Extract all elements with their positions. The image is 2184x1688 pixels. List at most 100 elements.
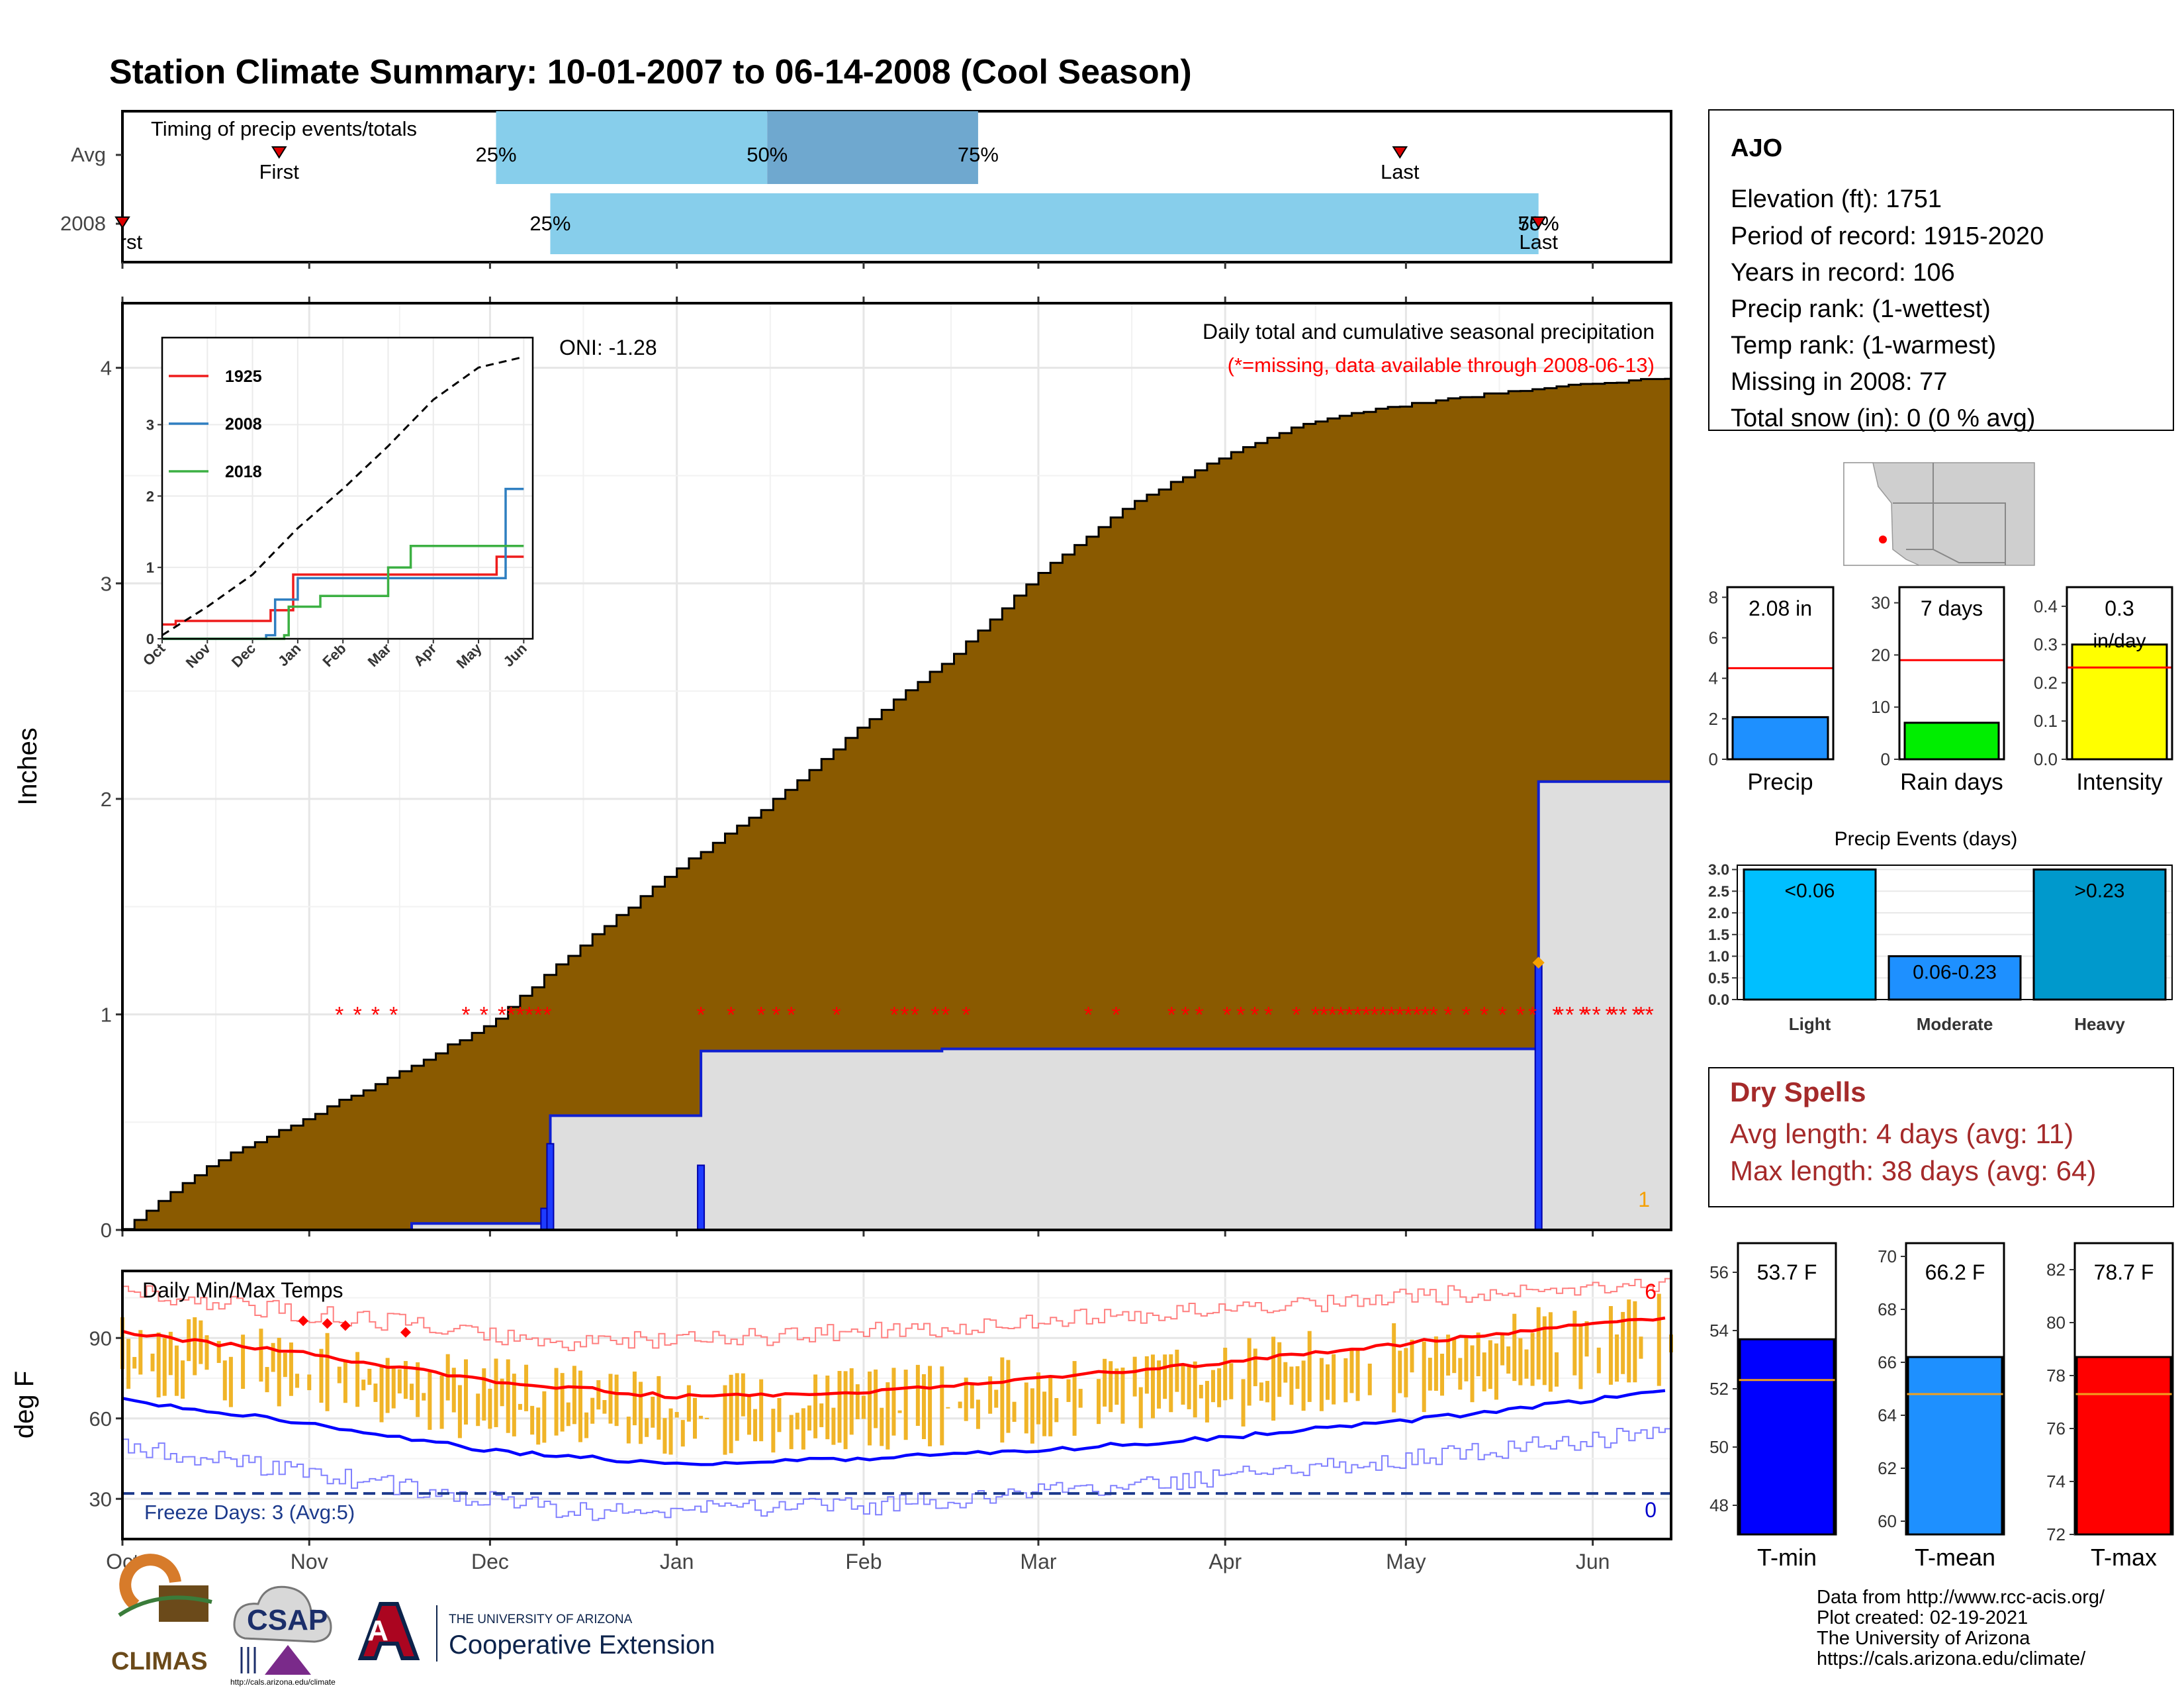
missing-day-marker: * (1320, 1002, 1328, 1027)
avg-min-line (122, 1389, 1666, 1466)
daily-temp-bar (596, 1380, 601, 1410)
daily-temp-bar (337, 1366, 341, 1383)
missing-day-marker: * (832, 1002, 841, 1027)
daily-temp-bar (295, 1374, 300, 1388)
missing-day-marker: * (461, 1002, 470, 1027)
daily-temp-bar (289, 1342, 293, 1396)
temp-box-y-tick-label: 66 (1878, 1352, 1897, 1372)
climas-logo: CLIMAS (111, 1554, 212, 1675)
precip-missing-note: (*=missing, data available through 2008-… (1228, 353, 1655, 377)
inset-series-1925 (162, 555, 524, 626)
timing-avg-last-marker (1392, 146, 1408, 159)
station-precip-rank: Precip rank: (1-wettest) (1731, 295, 1991, 323)
missing-day-marker: * (962, 1002, 970, 1027)
record-high-marker (322, 1318, 333, 1329)
temp-box-y-tick-label: 62 (1878, 1458, 1897, 1478)
daily-temp-bar (428, 1372, 432, 1430)
summary-intensity-unit: in/day (2093, 630, 2146, 652)
daily-temp-bar (825, 1376, 830, 1440)
events-bar-label: <0.06 (1785, 880, 1835, 902)
temp-box-tmin-bar (1739, 1338, 1835, 1536)
missing-day-marker: * (1264, 1002, 1273, 1027)
daily-temp-bar (1277, 1342, 1282, 1397)
daily-temp-bar (680, 1420, 685, 1447)
daily-temp-bar (590, 1397, 595, 1424)
events-y-tick-label: 3.0 (1708, 861, 1729, 878)
daily-temp-bar (241, 1335, 246, 1389)
temp-box-y-tick-label: 48 (1709, 1495, 1729, 1515)
daily-temp-bar (1175, 1349, 1179, 1392)
ua-logo-letter: A (367, 1615, 388, 1647)
missing-day-marker: * (1292, 1002, 1300, 1027)
daily-temp-bar (837, 1371, 842, 1443)
daily-temp-bar (1367, 1364, 1372, 1395)
daily-temp-bar (1464, 1337, 1469, 1382)
summary-y-tick-label: 0.4 (2034, 596, 2058, 616)
daily-temp-bar (1392, 1323, 1396, 1413)
missing-day-marker: * (1610, 1002, 1618, 1027)
daily-temp-bar (880, 1407, 884, 1446)
daily-temp-bar (572, 1366, 576, 1425)
summary-y-tick-label: 30 (1871, 593, 1890, 613)
daily-temp-bar (397, 1369, 402, 1393)
daily-temp-bar (855, 1384, 860, 1419)
daily-temp-bar (903, 1370, 908, 1440)
daily-temp-bar (1205, 1381, 1209, 1423)
daily-temp-bar (692, 1397, 697, 1439)
temp-box-y-tick-label: 56 (1709, 1262, 1729, 1282)
daily-temp-bar (1006, 1360, 1011, 1433)
temp-y-tick-label: 30 (89, 1487, 112, 1511)
daily-temp-bar (1030, 1388, 1034, 1444)
daily-temp-bar (205, 1335, 209, 1370)
temp-box-tmax-value: 78.7 F (2094, 1260, 2154, 1284)
summary-precip-frame (1726, 586, 1835, 761)
missing-day-marker: * (696, 1002, 705, 1027)
daily-temp-bar (506, 1359, 510, 1433)
events-y-tick-label: 0.0 (1708, 991, 1729, 1008)
temp-x-tick-label: May (1386, 1550, 1426, 1573)
missing-day-marker: * (1632, 1002, 1641, 1027)
missing-day-marker: * (498, 1002, 506, 1027)
daily-temp-bar (1608, 1306, 1613, 1385)
temp-x-tick-label: Feb (845, 1550, 882, 1573)
missing-day-marker: * (1328, 1002, 1337, 1027)
daily-temp-bar (1657, 1293, 1661, 1386)
summary-rain_days-value: 7 days (1921, 596, 1983, 620)
events-title: Precip Events (days) (1835, 828, 2018, 850)
daily-temp-bar (283, 1352, 287, 1378)
temperature-summary-panels: 48 50 52 54 56 53.7 F T-min 60 62 64 66 68 70 66.2 F T… (1709, 1242, 2174, 1571)
daily-temp-bar (1446, 1335, 1451, 1376)
missing-day-marker: * (1084, 1002, 1093, 1027)
daily-temp-bar (994, 1389, 999, 1408)
inset-y-tick-label: 3 (146, 417, 154, 434)
temp-box-y-tick-label: 82 (2046, 1260, 2066, 1280)
station-years: Years in record: 106 (1731, 259, 1955, 287)
summary-precip-bar (1731, 716, 1829, 761)
daily-temp-bar (807, 1405, 811, 1431)
avg-max-line (122, 1316, 1666, 1400)
events-bar-light (1743, 868, 1877, 1001)
precip-y-tick-label: 0 (101, 1219, 112, 1242)
temp-panel-frame (121, 1270, 1672, 1540)
daily-precip-bar (546, 1143, 555, 1231)
daily-temp-bar (1404, 1348, 1408, 1397)
temp-box-tmax-frame (2073, 1242, 2174, 1536)
timing-avg-first-label: First (259, 160, 300, 183)
daily-temp-bar (277, 1337, 281, 1407)
missing-day-marker: * (1552, 1002, 1561, 1027)
summary-y-tick-label: 0.3 (2034, 635, 2058, 655)
daily-temp-bar (849, 1368, 854, 1435)
daily-temp-bar (1555, 1352, 1559, 1387)
summary-intensity-bar (2071, 643, 2168, 761)
daily-temp-bar (1524, 1349, 1529, 1379)
missing-day-marker: * (507, 1002, 516, 1027)
daily-temp-bar (271, 1342, 275, 1372)
daily-temp-bar (560, 1373, 565, 1432)
missing-day-marker: * (1336, 1002, 1345, 1027)
missing-day-marker: * (1167, 1002, 1176, 1027)
daily-temp-bar (1138, 1387, 1143, 1429)
daily-temp-bar (729, 1374, 733, 1454)
csap-url: http://cals.arizona.edu/climate (230, 1677, 336, 1687)
